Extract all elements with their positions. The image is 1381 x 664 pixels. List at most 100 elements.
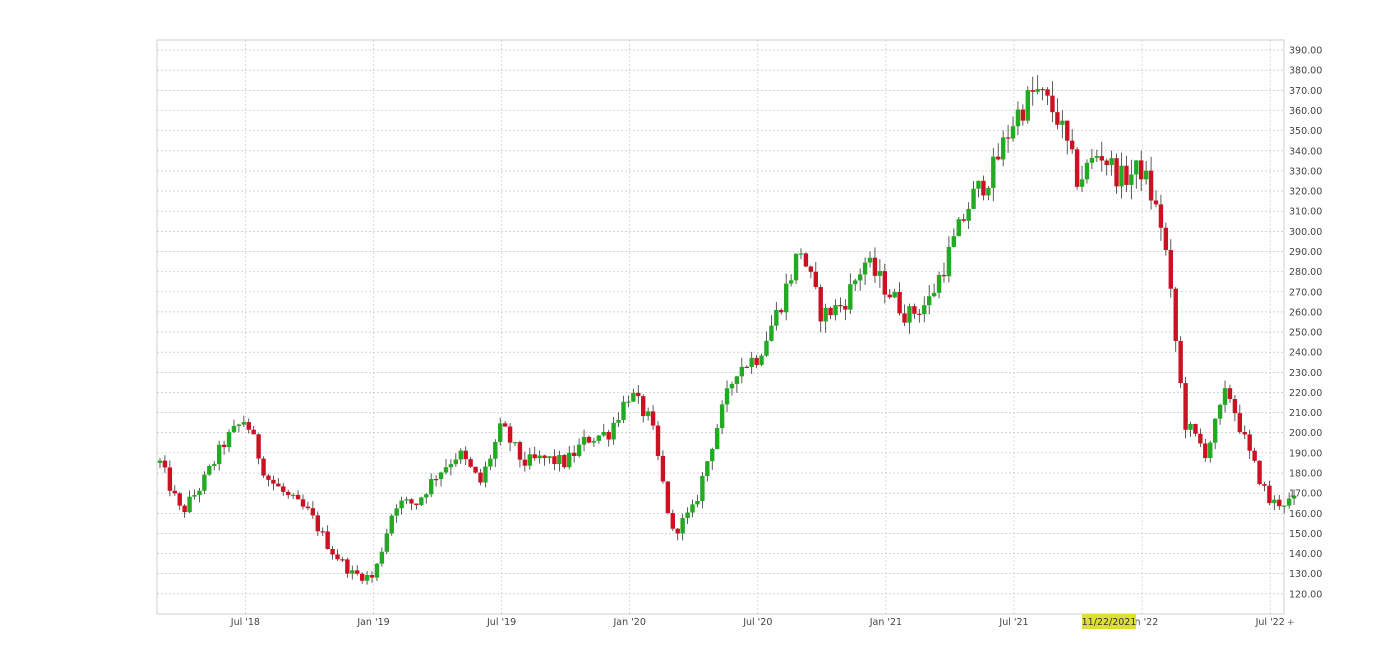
- candle-up: [1143, 170, 1149, 180]
- candle-up: [1188, 424, 1193, 430]
- candle-down: [414, 503, 419, 506]
- y-tick-label: 160.00: [1289, 509, 1322, 520]
- candle-down: [1065, 120, 1070, 141]
- scroll-arrow-icon[interactable]: +: [1287, 618, 1295, 628]
- candle-down: [261, 458, 266, 476]
- candle-down: [177, 493, 182, 506]
- x-tick-label: Jan '19: [356, 617, 389, 628]
- candle-down: [1257, 460, 1262, 485]
- candle-up: [769, 325, 774, 341]
- candle-up: [379, 551, 385, 564]
- candle-up: [1015, 109, 1021, 127]
- candle-down: [473, 466, 478, 473]
- candle-down: [828, 307, 833, 316]
- candle-up: [557, 455, 562, 465]
- candle-up: [596, 435, 602, 441]
- candle-up: [187, 496, 192, 513]
- candle-down: [1193, 424, 1198, 434]
- candle-up: [714, 428, 720, 449]
- candle-up: [202, 474, 207, 491]
- y-tick-label: 380.00: [1289, 66, 1322, 77]
- y-tick-label: 330.00: [1289, 166, 1322, 177]
- candle-up: [591, 440, 597, 443]
- candle-up: [350, 570, 355, 574]
- x-tick-label: Jul '18: [230, 617, 260, 628]
- candle-down: [345, 559, 350, 574]
- candle-down: [1030, 90, 1035, 92]
- candle-up: [488, 458, 493, 467]
- candle-down: [167, 467, 173, 491]
- y-tick-label: 280.00: [1289, 267, 1322, 278]
- candle-down: [912, 306, 917, 314]
- candle-down: [1277, 499, 1282, 507]
- y-tick-label: 210.00: [1289, 408, 1322, 419]
- y-tick-label: 290.00: [1289, 247, 1322, 258]
- candle-up: [798, 253, 804, 255]
- y-tick-label: 350.00: [1289, 126, 1322, 137]
- candle-up: [645, 411, 651, 417]
- candle-down: [281, 486, 286, 492]
- candle-down: [1074, 149, 1080, 187]
- x-tick-label: Jul '22: [1255, 617, 1285, 628]
- candle-down: [744, 366, 749, 369]
- y-tick-label: 190.00: [1289, 448, 1322, 459]
- candle-up: [616, 419, 621, 423]
- candle-up: [290, 494, 296, 497]
- y-tick-label: 390.00: [1289, 46, 1322, 57]
- candle-up: [1222, 388, 1228, 405]
- candle-up: [438, 472, 444, 480]
- candle-down: [182, 505, 187, 513]
- candle-up: [1094, 156, 1100, 158]
- candle-down: [808, 266, 814, 272]
- candle-down: [433, 479, 439, 481]
- y-tick-label: 300.00: [1289, 227, 1322, 238]
- candle-up: [764, 340, 769, 356]
- candle-down: [1099, 156, 1104, 161]
- candle-down: [315, 515, 320, 532]
- candle-down: [266, 475, 271, 480]
- candle-up: [611, 422, 616, 440]
- candle-up: [1217, 404, 1223, 419]
- candle-down: [1252, 450, 1257, 461]
- y-tick-label: 180.00: [1289, 469, 1322, 480]
- candle-up: [1212, 418, 1218, 443]
- candle-up: [823, 307, 828, 322]
- candle-up: [685, 512, 690, 519]
- candle-up: [192, 495, 197, 497]
- candle-up: [404, 499, 409, 501]
- candle-up: [719, 404, 725, 429]
- candle-up: [1060, 120, 1065, 125]
- candle-up: [926, 296, 932, 306]
- candle-down: [670, 513, 675, 529]
- candle-up: [700, 475, 705, 501]
- y-tick-label: 250.00: [1289, 328, 1322, 339]
- candle-up: [931, 292, 937, 297]
- candle-down: [320, 531, 325, 533]
- candle-up: [1129, 174, 1134, 185]
- candle-up: [428, 479, 434, 495]
- candle-up: [512, 442, 518, 444]
- candle-up: [710, 448, 715, 462]
- candle-up: [759, 355, 764, 365]
- candle-down: [1163, 227, 1169, 251]
- candle-down: [1168, 250, 1173, 289]
- candle-up: [458, 450, 463, 460]
- candle-up: [443, 467, 449, 473]
- candle-down: [1247, 434, 1252, 451]
- candle-down: [1178, 340, 1183, 384]
- candle-down: [478, 472, 483, 483]
- candle-up: [976, 180, 981, 189]
- candle-up: [749, 357, 754, 367]
- candle-up: [936, 274, 942, 293]
- candle-up: [680, 518, 685, 534]
- candle-up: [389, 515, 394, 534]
- y-tick-label: 220.00: [1289, 388, 1322, 399]
- candle-down: [660, 455, 666, 482]
- candle-down: [221, 444, 227, 448]
- candle-down: [655, 425, 661, 456]
- candle-down: [675, 528, 680, 534]
- candle-up: [862, 262, 868, 275]
- date-highlight-label: 11/22/2021: [1082, 617, 1137, 628]
- candle-up: [867, 257, 873, 263]
